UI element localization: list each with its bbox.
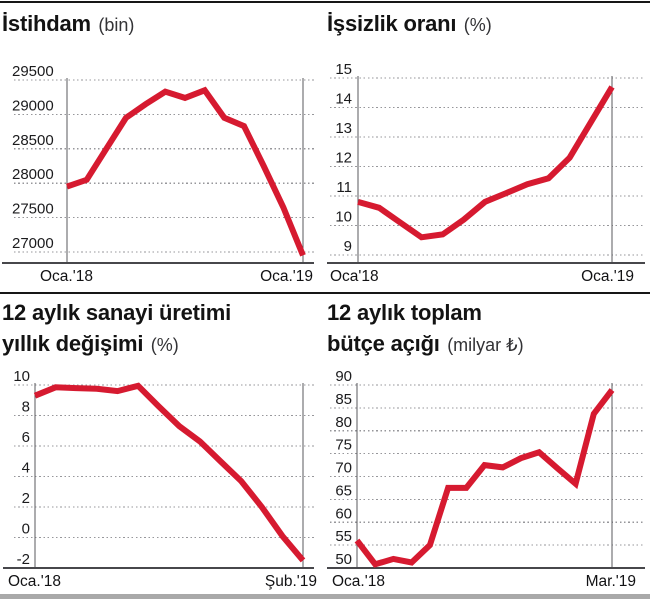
x-end-label: Şub.'19 (265, 573, 317, 590)
y-tick-label: 11 (336, 179, 352, 196)
employment-title-unit: (bin) (98, 15, 135, 35)
y-tick-label: 27500 (12, 201, 54, 218)
data-line (354, 388, 615, 568)
y-tick-label: 0 (22, 521, 30, 538)
employment-chart: 29500 29000 28500 28000 27500 27000 Oca.'18 Oca… (2, 63, 314, 285)
y-tick-label: 50 (335, 551, 352, 568)
y-tick-label: 15 (335, 61, 352, 78)
x-end-label: Mar.'19 (586, 573, 636, 590)
y-tick-label: 12 (335, 150, 352, 167)
x-end-label: Oca.'19 (260, 268, 313, 285)
y-tick-label: 8 (22, 399, 30, 416)
y-tick-label: 85 (335, 391, 352, 408)
y-tick-label: 80 (335, 414, 352, 431)
y-tick-label: 55 (335, 528, 352, 545)
bottom-divider (0, 594, 650, 599)
y-tick-label: 6 (22, 429, 30, 446)
y-tick-label: 60 (335, 505, 352, 522)
industrial-production-chart: 10 8 6 4 2 0 -2 Oca.'18 Şub.'19 (3, 368, 317, 590)
industrial-title-unit: (%) (150, 335, 179, 355)
middle-divider (0, 292, 650, 294)
employment-title: İstihdam (bin) (2, 10, 134, 41)
budget-title-unit: (milyar ₺) (447, 335, 524, 355)
y-tick-label: 70 (335, 460, 352, 477)
y-tick-label: 9 (344, 238, 352, 255)
y-tick-label: 90 (335, 368, 352, 385)
unemployment-title: İşsizlik oranı (%) (327, 10, 492, 41)
budget-title-line1: 12 aylık toplam (327, 300, 482, 325)
unemployment-title-text: İşsizlik oranı (327, 11, 457, 36)
data-line (33, 382, 306, 563)
x-end-label: Oca.'19 (581, 268, 634, 285)
unemployment-chart: 15 14 13 12 11 10 9 Oca'18 Oca.'19 (327, 61, 645, 285)
y-tick-label: 28500 (12, 132, 54, 149)
x-start-label: Oca.'18 (40, 268, 93, 285)
y-tick-label: 29000 (12, 97, 54, 114)
y-tick-label: 4 (22, 460, 30, 477)
budget-deficit-chart: 90 85 80 75 70 65 60 55 50 Oca.'18 Mar.'19 (327, 368, 645, 590)
industrial-title-line2: yıllık değişimi (2, 331, 144, 356)
data-line (357, 85, 615, 241)
industrial-title-line1: 12 aylık sanayi üretimi (2, 300, 231, 325)
unemployment-title-unit: (%) (463, 15, 492, 35)
y-tick-label: 10 (335, 209, 352, 226)
budget-deficit-title: 12 aylık toplam bütçe açığı (milyar ₺) (327, 299, 524, 361)
industrial-production-title: 12 aylık sanayi üretimi yıllık değişimi … (2, 299, 231, 361)
top-divider (0, 1, 650, 3)
data-line (66, 86, 306, 257)
y-tick-label: 28000 (12, 166, 54, 183)
y-tick-label: 13 (335, 120, 352, 137)
x-start-label: Oca.'18 (8, 573, 61, 590)
y-tick-label: 14 (335, 91, 352, 108)
y-tick-label: 75 (335, 437, 352, 454)
budget-title-line2: bütçe açığı (327, 331, 440, 356)
employment-title-text: İstihdam (2, 11, 91, 36)
x-start-label: Oca.'18 (332, 573, 385, 590)
y-tick-label: 65 (335, 482, 352, 499)
y-tick-label: 2 (22, 490, 30, 507)
y-tick-label: 10 (13, 368, 30, 385)
x-start-label: Oca'18 (330, 268, 379, 285)
y-tick-label: 29500 (12, 63, 54, 80)
y-tick-label: 27000 (12, 235, 54, 252)
y-tick-label: -2 (17, 551, 30, 568)
